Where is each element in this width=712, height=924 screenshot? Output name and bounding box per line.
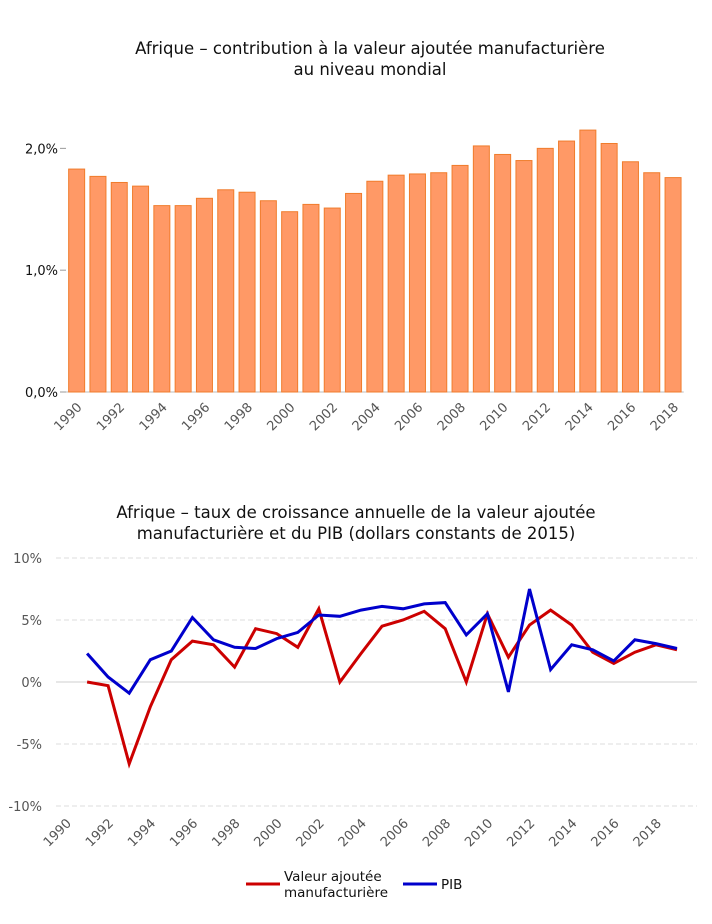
chart2-title-line1: Afrique – taux de croissance annuelle de… <box>116 503 596 522</box>
x-tick-label: 1994 <box>125 816 159 850</box>
x-tick-label: 1998 <box>209 816 243 850</box>
bar-2001 <box>302 203 320 393</box>
x-tick-label: 2006 <box>378 816 412 850</box>
bar-2004 <box>366 180 384 393</box>
x-tick-label: 1990 <box>41 816 75 850</box>
bar-1999 <box>259 200 277 393</box>
x-tick-label: 2016 <box>589 816 623 850</box>
y-tick-label: 0% <box>21 676 42 691</box>
x-tick-label: 1996 <box>167 816 201 850</box>
bar-2014 <box>579 129 597 393</box>
y-tick-label: 10% <box>13 552 42 567</box>
series-line-pib <box>85 588 678 696</box>
bar-2007 <box>430 172 448 393</box>
bar-1998 <box>238 191 256 393</box>
bar-2005 <box>387 174 405 393</box>
legend-label-pib: PIB <box>441 877 462 893</box>
x-tick-label: 2008 <box>420 816 454 850</box>
legend-label-valeur-ajoutee: manufacturière <box>284 885 388 901</box>
x-tick-label: 2018 <box>631 816 665 850</box>
bar-2009 <box>472 145 490 393</box>
legend-label-valeur-ajoutee: Valeur ajoutée <box>284 869 382 885</box>
x-tick-label: 2014 <box>546 816 580 850</box>
bar-1990 <box>68 168 86 393</box>
chart1-title-line1: Afrique – contribution à la valeur ajout… <box>135 39 605 58</box>
bar-2012 <box>536 147 554 393</box>
bar-2008 <box>451 164 469 393</box>
bar-2018 <box>664 177 682 393</box>
y-tick-label: -5% <box>17 738 42 753</box>
bar-1993 <box>132 185 150 393</box>
bar-1997 <box>217 189 235 393</box>
bar-2011 <box>515 160 533 393</box>
bar-2017 <box>643 172 661 393</box>
x-tick-label: 2004 <box>336 816 370 850</box>
y-tick-label: 1,0% <box>25 264 58 279</box>
chart2-title-line2: manufacturière et du PIB (dollars consta… <box>136 524 576 543</box>
y-tick-label: 2,0% <box>25 142 58 157</box>
x-tick-label: 2002 <box>294 816 328 850</box>
bar-2003 <box>345 192 363 393</box>
x-tick-label: 1992 <box>83 816 117 850</box>
bar-2006 <box>408 173 426 393</box>
x-tick-label: 2012 <box>504 816 538 850</box>
bar-2002 <box>323 207 341 393</box>
x-tick-label: 2000 <box>252 816 286 850</box>
bar-1995 <box>174 205 192 393</box>
bar-1991 <box>89 175 107 393</box>
bar-2015 <box>600 142 618 393</box>
bar-2016 <box>621 161 639 393</box>
y-tick-label: -10% <box>8 800 42 815</box>
bar-1994 <box>153 205 171 393</box>
y-tick-label: 5% <box>21 614 42 629</box>
bar-2010 <box>494 153 512 393</box>
series-line-valeur-ajoutee <box>86 604 678 769</box>
x-tick-label: 2010 <box>462 816 496 850</box>
bar-1996 <box>195 197 213 393</box>
bar-chart: 0,0%1,0%2,0%1990 1992 1994 1996 1998 2000 2002… <box>25 129 684 434</box>
bar-2000 <box>281 211 299 393</box>
chart1-title-line2: au niveau mondial <box>293 60 447 79</box>
bar-2013 <box>558 140 576 393</box>
y-tick-label: 0,0% <box>25 386 58 401</box>
bar-1992 <box>110 181 128 393</box>
